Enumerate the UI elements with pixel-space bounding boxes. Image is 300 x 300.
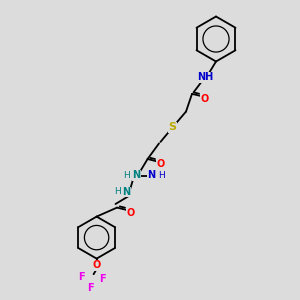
- Text: H: H: [158, 171, 164, 180]
- Text: O: O: [200, 94, 209, 104]
- Text: N: N: [147, 170, 156, 181]
- Text: N: N: [132, 170, 141, 181]
- Text: O: O: [156, 159, 165, 170]
- Text: H: H: [114, 188, 121, 196]
- Text: F: F: [87, 283, 94, 293]
- Text: F: F: [99, 274, 106, 284]
- Text: NH: NH: [197, 72, 214, 82]
- Text: F: F: [78, 272, 85, 282]
- Text: O: O: [126, 208, 135, 218]
- Text: H: H: [124, 171, 130, 180]
- Text: N: N: [122, 187, 131, 197]
- Text: S: S: [169, 122, 176, 133]
- Text: O: O: [92, 260, 101, 270]
